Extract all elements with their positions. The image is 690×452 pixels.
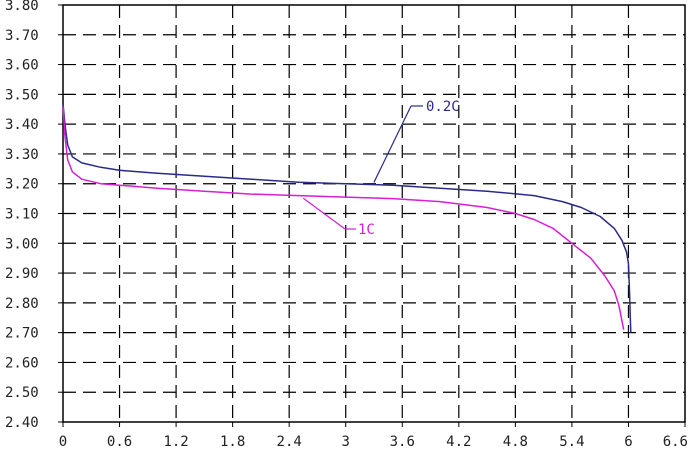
annotation-leader-1C	[302, 197, 346, 230]
y-tick-label: 2.80	[5, 296, 39, 312]
x-tick-label: 3	[342, 434, 350, 450]
y-tick-label: 3.10	[5, 207, 39, 223]
y-tick-label: 3.00	[5, 236, 39, 252]
y-axis-ticks: 2.40 2.50 2.60 2.70 2.80 2.90 3.00 3.10 3.20 3.30…	[5, 0, 63, 431]
y-tick-label: 3.50	[5, 87, 39, 103]
y-tick-label: 2.90	[5, 266, 39, 282]
x-axis-ticks: 0 0.6 1.2 1.8 2.4 3 3.6 4.2 4.8 5.4 6 6.6	[59, 422, 688, 450]
series-line-1C	[62, 106, 625, 330]
x-tick-label: 6	[624, 434, 632, 450]
series-group	[62, 103, 632, 333]
y-tick-label: 3.40	[5, 117, 39, 133]
x-tick-label: 5.4	[559, 434, 584, 450]
x-tick-label: 3.6	[390, 434, 415, 450]
y-tick-label: 2.40	[5, 415, 39, 431]
x-tick-label: 1.2	[163, 434, 188, 450]
x-tick-label: 1.8	[220, 434, 245, 450]
x-tick-label: 6.6	[663, 434, 688, 450]
grid	[63, 5, 685, 422]
x-tick-label: 4.8	[503, 434, 528, 450]
annotation-label-1C: 1C	[358, 222, 375, 238]
annotation-leader-0_2C	[373, 105, 412, 183]
y-tick-label: 2.70	[5, 326, 39, 342]
series-line-0_2C	[62, 103, 632, 333]
y-tick-label: 2.50	[5, 385, 39, 401]
y-tick-label: 3.60	[5, 58, 39, 74]
y-tick-label: 3.30	[5, 147, 39, 163]
x-tick-label: 2.4	[277, 434, 302, 450]
annotation-label-0_2C: 0.2C	[426, 99, 460, 115]
x-tick-label: 0	[59, 434, 67, 450]
annotations: 0.2C 1C	[302, 99, 460, 238]
y-tick-label: 3.80	[5, 0, 39, 14]
y-tick-label: 3.20	[5, 177, 39, 193]
x-tick-label: 4.2	[446, 434, 471, 450]
x-tick-label: 0.6	[107, 434, 132, 450]
y-tick-label: 3.70	[5, 28, 39, 44]
y-tick-label: 2.60	[5, 355, 39, 371]
